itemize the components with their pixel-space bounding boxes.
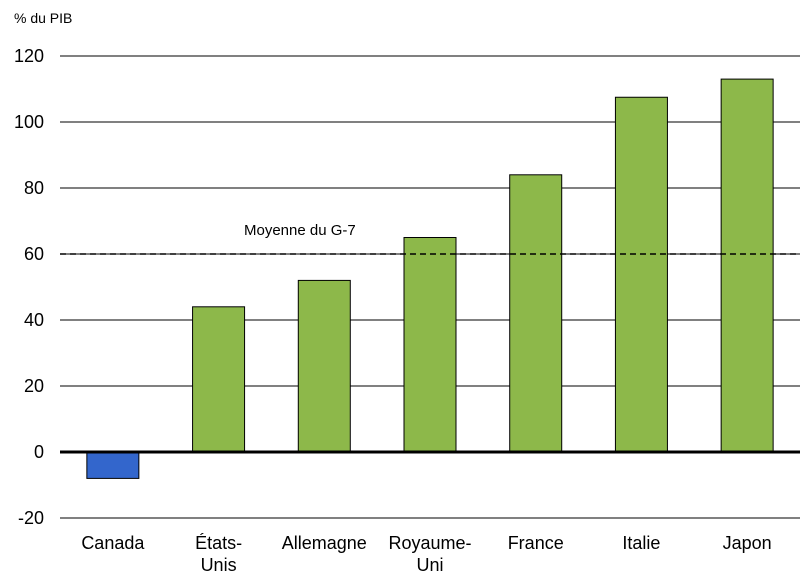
bar bbox=[297, 279, 351, 453]
g7-average-label: Moyenne du G-7 bbox=[244, 222, 356, 239]
bar bbox=[614, 96, 668, 453]
y-tick-label: 100 bbox=[14, 112, 44, 132]
y-tick-label: -20 bbox=[18, 508, 44, 528]
bar bbox=[720, 78, 774, 453]
x-category-label: France bbox=[508, 533, 564, 553]
x-category-label: Japon bbox=[723, 533, 772, 553]
x-category-label: Allemagne bbox=[282, 533, 367, 553]
bar bbox=[86, 451, 140, 479]
x-category-label: États- bbox=[195, 533, 242, 553]
y-tick-label: 20 bbox=[24, 376, 44, 396]
bar bbox=[509, 174, 563, 453]
bar bbox=[192, 306, 246, 453]
x-category-label: Royaume- bbox=[388, 533, 471, 553]
x-category-label: Italie bbox=[622, 533, 660, 553]
y-tick-label: 120 bbox=[14, 46, 44, 66]
y-axis-tick-labels: -20 0 20 40 60 80 100 120 bbox=[14, 46, 44, 528]
y-unit-label: % du PIB bbox=[14, 10, 72, 26]
reference-line-group: Moyenne du G-7 bbox=[60, 222, 800, 255]
x-category-label: Uni bbox=[416, 555, 443, 575]
bars bbox=[86, 78, 774, 479]
x-axis-category-labels: Canada États-Unis Allemagne Royaume-Uni Fran… bbox=[81, 533, 771, 575]
y-tick-label: 80 bbox=[24, 178, 44, 198]
x-category-label: Canada bbox=[81, 533, 145, 553]
x-category-label: Unis bbox=[201, 555, 237, 575]
y-tick-label: 40 bbox=[24, 310, 44, 330]
bar bbox=[403, 237, 457, 453]
y-tick-label: 0 bbox=[34, 442, 44, 462]
y-tick-label: 60 bbox=[24, 244, 44, 264]
